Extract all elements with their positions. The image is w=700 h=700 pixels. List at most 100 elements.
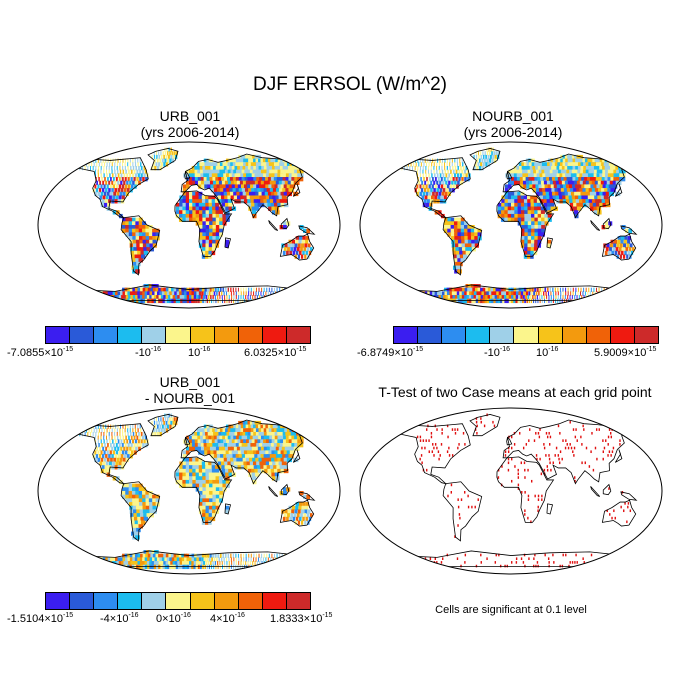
grid-cell <box>477 232 482 237</box>
grid-cell <box>240 173 246 178</box>
grid-cell <box>560 177 566 182</box>
grid-cell <box>181 295 186 300</box>
grid-cell <box>530 210 535 215</box>
grid-cell <box>138 180 141 186</box>
grid-cell <box>98 564 108 570</box>
grid-cell <box>209 221 214 226</box>
grid-cell <box>299 428 308 433</box>
grid-cell <box>119 165 121 171</box>
grid-cell <box>182 461 187 466</box>
grid-cell <box>136 443 139 448</box>
grid-cell <box>555 169 561 174</box>
grid-cell <box>434 195 438 200</box>
grid-cell <box>95 188 99 193</box>
grid-cell <box>219 487 224 492</box>
grid-cell <box>205 516 209 522</box>
grid-cell <box>262 450 268 455</box>
grid-cell <box>455 247 460 252</box>
grid-cell <box>588 188 594 193</box>
grid-cell <box>487 287 492 292</box>
panel-ttest-title: T-Test of two Case means at each grid po… <box>378 384 652 400</box>
grid-cell <box>140 165 143 171</box>
grid-cell <box>297 553 299 558</box>
grid-cell <box>279 177 286 182</box>
grid-cell <box>494 154 497 160</box>
grid-cell <box>201 291 204 296</box>
grid-cell <box>464 287 470 292</box>
grid-cell <box>582 199 587 204</box>
grid-cell <box>273 177 280 182</box>
grid-cell <box>198 202 203 208</box>
colorbar-diff <box>45 592 311 610</box>
grid-cell <box>260 180 266 186</box>
grid-cell <box>150 287 156 292</box>
grid-cell <box>265 439 272 444</box>
grid-cell <box>447 232 452 237</box>
grid-cell <box>549 287 552 292</box>
grid-cell <box>571 195 577 200</box>
grid-cell <box>212 180 218 186</box>
grid-cell <box>196 287 200 292</box>
colorbar-swatch <box>70 593 95 609</box>
grid-cell <box>132 424 134 429</box>
grid-cell <box>198 243 203 248</box>
grid-cell <box>478 158 481 163</box>
grid-cell <box>165 295 170 300</box>
grid-cell <box>210 165 215 171</box>
grid-cell <box>259 461 265 466</box>
grid-cell <box>439 158 441 163</box>
grid-cell <box>198 195 203 200</box>
coastline-japan <box>292 183 301 197</box>
grid-cell <box>585 188 591 193</box>
grid-cell <box>504 213 509 219</box>
grid-cell <box>445 188 449 193</box>
grid-cell <box>219 494 224 499</box>
grid-cell <box>231 561 233 566</box>
grid-cell <box>235 428 241 433</box>
grid-cell <box>409 291 418 296</box>
grid-cell <box>208 468 213 474</box>
grid-cell <box>602 291 604 296</box>
grid-cell <box>453 254 458 259</box>
grid-cell <box>287 446 294 452</box>
grid-cell <box>436 180 439 186</box>
grid-cell <box>189 557 192 562</box>
grid-cell <box>189 199 193 204</box>
grid-cell <box>193 291 197 296</box>
grid-cell <box>125 457 129 463</box>
grid-cell <box>293 446 300 452</box>
grid-cell <box>605 247 609 252</box>
grid-cell <box>168 147 170 152</box>
grid-cell <box>198 206 203 211</box>
grid-cell <box>194 435 199 440</box>
grid-cell <box>203 295 206 300</box>
grid-cell <box>199 483 204 488</box>
grid-cell <box>128 483 133 488</box>
grid-cell <box>117 446 120 452</box>
grid-cell <box>159 158 162 163</box>
grid-cell <box>587 184 593 189</box>
grid-cell <box>581 177 587 182</box>
grid-cell <box>220 439 225 444</box>
grid-cell <box>255 169 261 174</box>
grid-cell <box>199 502 203 507</box>
grid-cell <box>135 505 141 511</box>
grid-cell <box>142 509 148 514</box>
significant-cell <box>567 446 570 450</box>
grid-cell <box>457 217 462 222</box>
grid-cell <box>521 217 526 222</box>
grid-cell <box>574 195 580 200</box>
map-field <box>396 147 638 304</box>
grid-cell <box>410 295 420 300</box>
grid-cell <box>179 202 184 208</box>
grid-cell <box>88 162 90 167</box>
grid-cell <box>132 165 135 171</box>
grid-cell <box>130 165 132 171</box>
grid-cell <box>562 173 568 178</box>
grid-cell <box>212 505 216 511</box>
grid-cell <box>117 173 120 178</box>
grid-cell <box>277 457 283 463</box>
grid-cell <box>416 173 419 178</box>
grid-cell <box>97 457 101 463</box>
grid-cell <box>437 184 441 189</box>
